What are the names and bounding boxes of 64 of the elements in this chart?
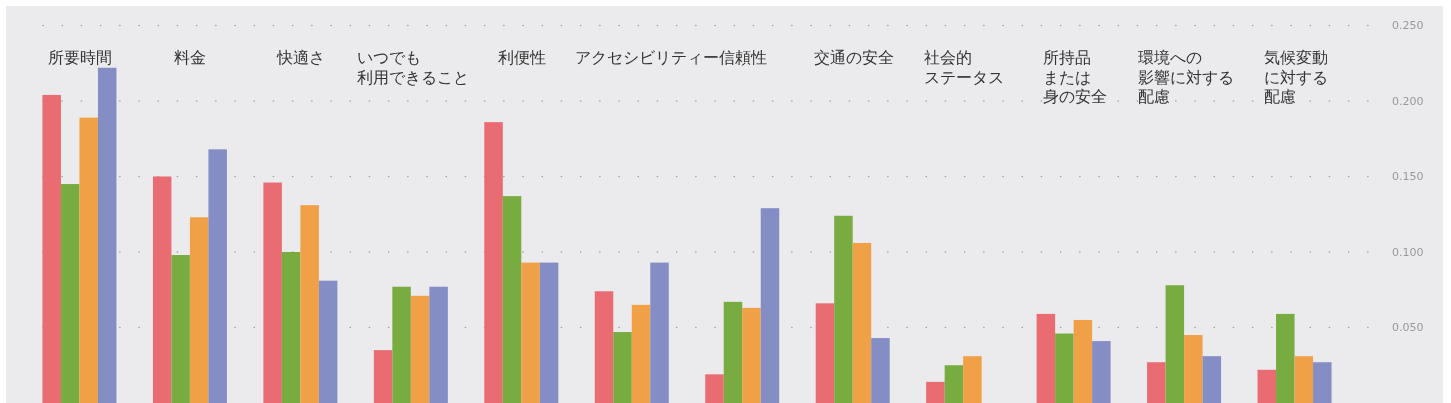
bar <box>594 291 614 403</box>
bar <box>650 262 669 403</box>
bar <box>429 286 448 403</box>
x-tick-label: 環境への影響に対する配慮 <box>1137 49 1234 106</box>
bar <box>1276 313 1295 403</box>
x-tick-label: 気候変動に対する配慮 <box>1263 49 1328 106</box>
bar <box>742 307 761 403</box>
x-tick-label: アクセシビリティー <box>574 49 719 67</box>
bar <box>834 215 853 403</box>
bar <box>171 255 190 403</box>
bar <box>1294 356 1314 403</box>
x-tick-label: 所要時間 <box>48 49 113 67</box>
bar <box>1073 319 1093 403</box>
x-tick-label: 交通の安全 <box>813 49 894 67</box>
bar <box>1092 341 1111 403</box>
bar <box>852 242 872 403</box>
bar <box>1184 335 1203 403</box>
bar <box>318 280 338 403</box>
bar <box>502 196 522 403</box>
y-tick-label: 0.150 <box>1392 170 1424 184</box>
bar <box>723 301 743 403</box>
bar <box>300 205 319 403</box>
bar <box>631 304 651 403</box>
bar <box>208 149 227 403</box>
bar <box>1313 362 1332 403</box>
bar <box>410 295 430 403</box>
y-tick-label: 0.050 <box>1392 321 1424 335</box>
bar <box>60 184 80 403</box>
bar <box>373 350 393 403</box>
bar <box>97 67 117 403</box>
bar <box>705 374 724 403</box>
bar <box>944 365 964 403</box>
bar <box>152 176 172 403</box>
x-tick-label: 料金 <box>174 49 207 67</box>
bar <box>963 356 982 403</box>
bar <box>760 208 780 403</box>
bar <box>281 252 301 403</box>
bar <box>539 262 559 403</box>
y-tick-label: 0.200 <box>1392 94 1424 108</box>
x-tick-label: 所持品または身の安全 <box>1042 49 1107 106</box>
bar <box>613 332 632 403</box>
x-tick-label: いつでも利用できること <box>356 49 469 87</box>
bar <box>263 182 282 403</box>
bar <box>926 381 945 403</box>
bar <box>42 94 61 403</box>
bar <box>392 286 411 403</box>
y-tick-label: 0.100 <box>1392 245 1424 259</box>
y-tick-label: 0.250 <box>1392 19 1424 33</box>
bar <box>1055 333 1074 403</box>
x-tick-label: 快適さ <box>276 49 326 67</box>
bar <box>521 262 540 403</box>
x-tick-label: 社会的ステータス <box>924 49 1005 87</box>
bar <box>1257 369 1277 403</box>
bar <box>1202 356 1222 403</box>
bar <box>189 217 209 403</box>
bar <box>1165 285 1185 403</box>
bar <box>484 122 503 403</box>
bar <box>815 303 835 403</box>
bar <box>1147 362 1166 403</box>
bar <box>871 338 890 403</box>
bar <box>1036 313 1056 403</box>
x-tick-label: 利便性 <box>498 49 547 67</box>
x-tick-label: 信頼性 <box>718 49 767 67</box>
bar <box>79 117 98 403</box>
